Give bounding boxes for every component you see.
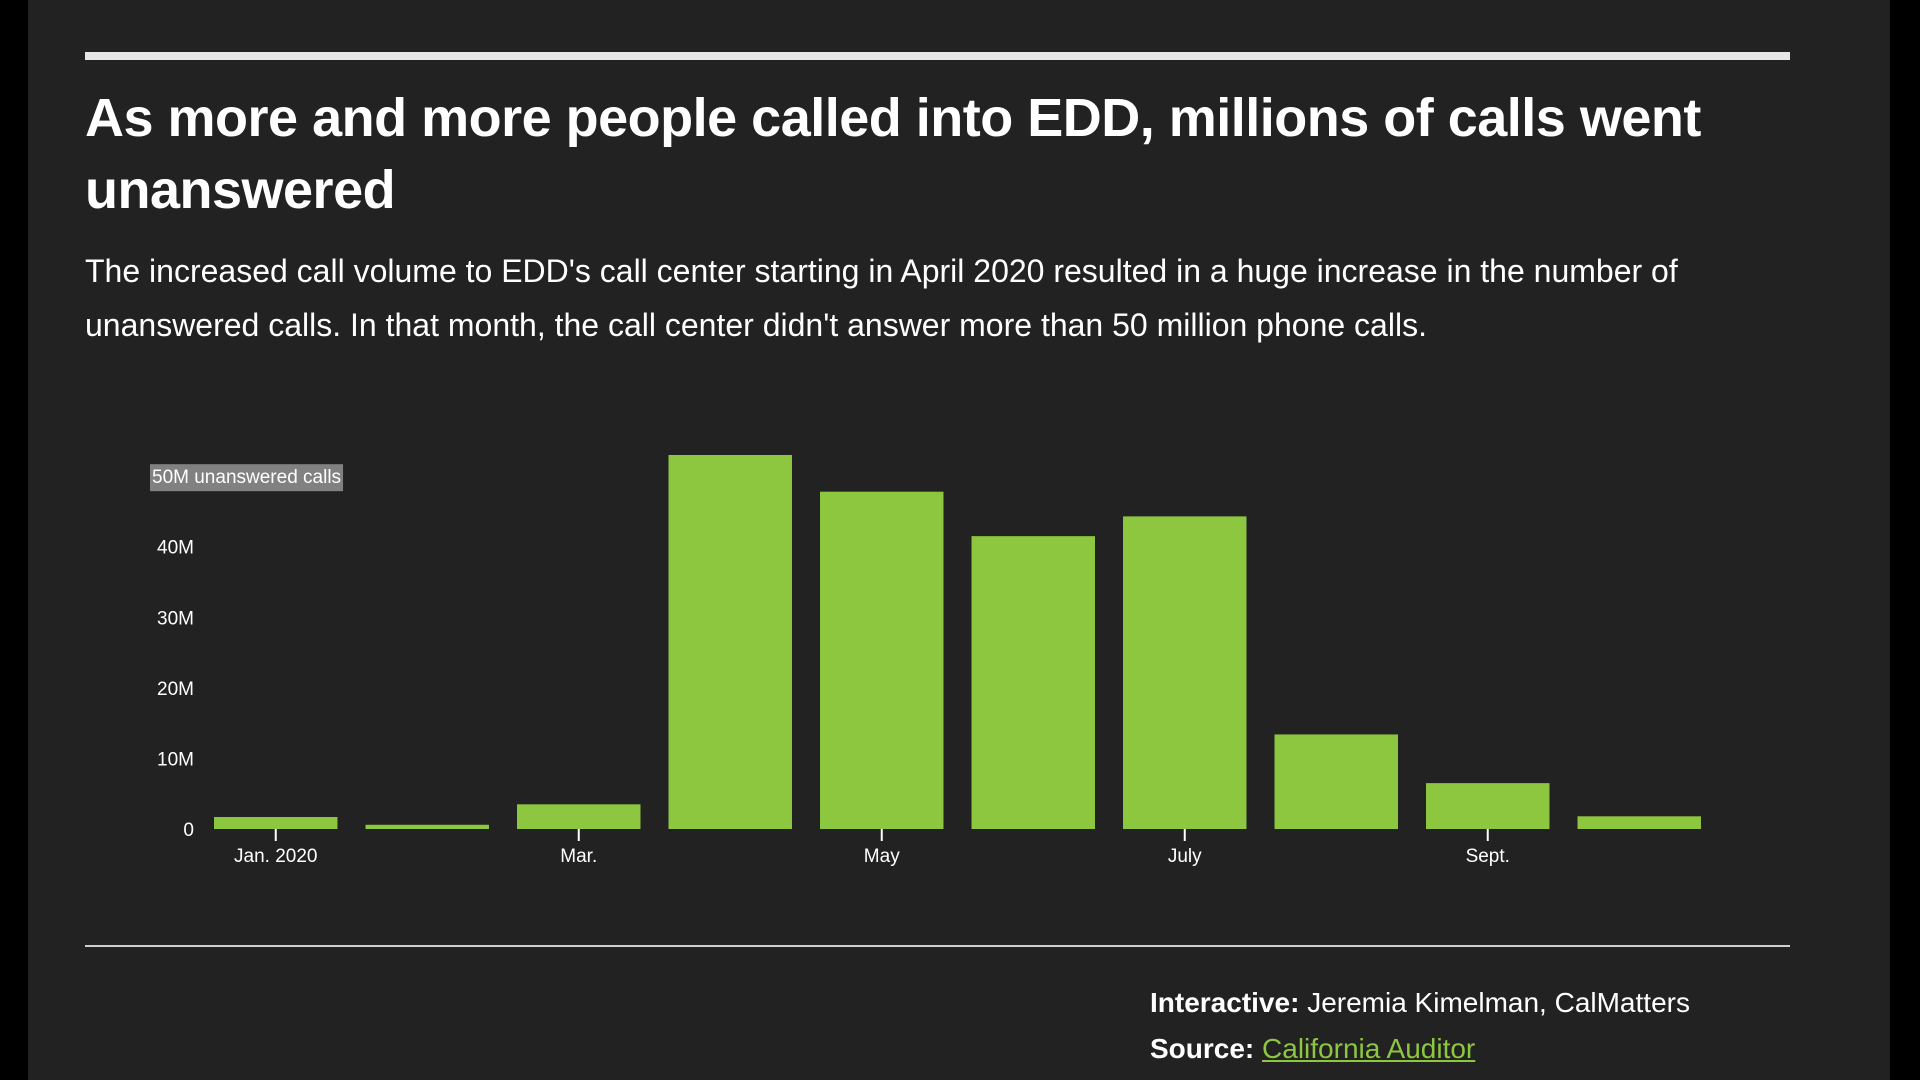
y-tick-label: 10M bbox=[157, 749, 194, 770]
y-tick-label-top: 50M unanswered calls bbox=[152, 467, 341, 488]
credit-source: Source: California Auditor bbox=[1150, 1026, 1790, 1072]
x-tick-label: Mar. bbox=[560, 846, 597, 867]
y-tick-label-top-background bbox=[150, 464, 344, 492]
source-label: Source: bbox=[1150, 1033, 1255, 1064]
bar-8 bbox=[1426, 783, 1550, 829]
bar-chart: 0 10M 20M 30M 40M 50M unanswered calls Jan. 20… bbox=[150, 455, 1701, 867]
bar-1 bbox=[365, 824, 489, 829]
y-tick-label: 30M bbox=[157, 608, 194, 629]
credit-interactive: Interactive: Jeremia Kimelman, CalMatter… bbox=[1150, 980, 1790, 1026]
x-tick-label: July bbox=[1168, 846, 1202, 867]
source-link[interactable]: California Auditor bbox=[1262, 1033, 1476, 1064]
x-tick-label: May bbox=[864, 846, 900, 867]
bar-2 bbox=[517, 804, 641, 829]
bar-5 bbox=[971, 536, 1095, 829]
interactive-value: Jeremia Kimelman, CalMatters bbox=[1307, 987, 1690, 1018]
top-rule bbox=[85, 52, 1790, 60]
bar-0 bbox=[214, 817, 338, 829]
bar-3 bbox=[668, 455, 792, 829]
interactive-label: Interactive: bbox=[1150, 987, 1300, 1018]
bar-4 bbox=[820, 491, 944, 829]
bar-9 bbox=[1577, 816, 1701, 829]
bottom-rule bbox=[85, 945, 1790, 947]
x-tick-label: Sept. bbox=[1466, 846, 1510, 867]
y-tick-label: 20M bbox=[157, 679, 194, 700]
bar-7 bbox=[1274, 734, 1398, 829]
chart-subtitle: The increased call volume to EDD's call … bbox=[85, 253, 1678, 343]
y-tick-label: 40M bbox=[157, 538, 194, 559]
chart-panel bbox=[28, 0, 1890, 1080]
y-tick-label: 0 bbox=[183, 820, 194, 841]
credits: Interactive: Jeremia Kimelman, CalMatter… bbox=[1150, 980, 1790, 1072]
bar-6 bbox=[1123, 516, 1247, 829]
chart-title: As more and more people called into EDD,… bbox=[85, 88, 1701, 220]
x-tick-label: Jan. 2020 bbox=[234, 846, 317, 867]
